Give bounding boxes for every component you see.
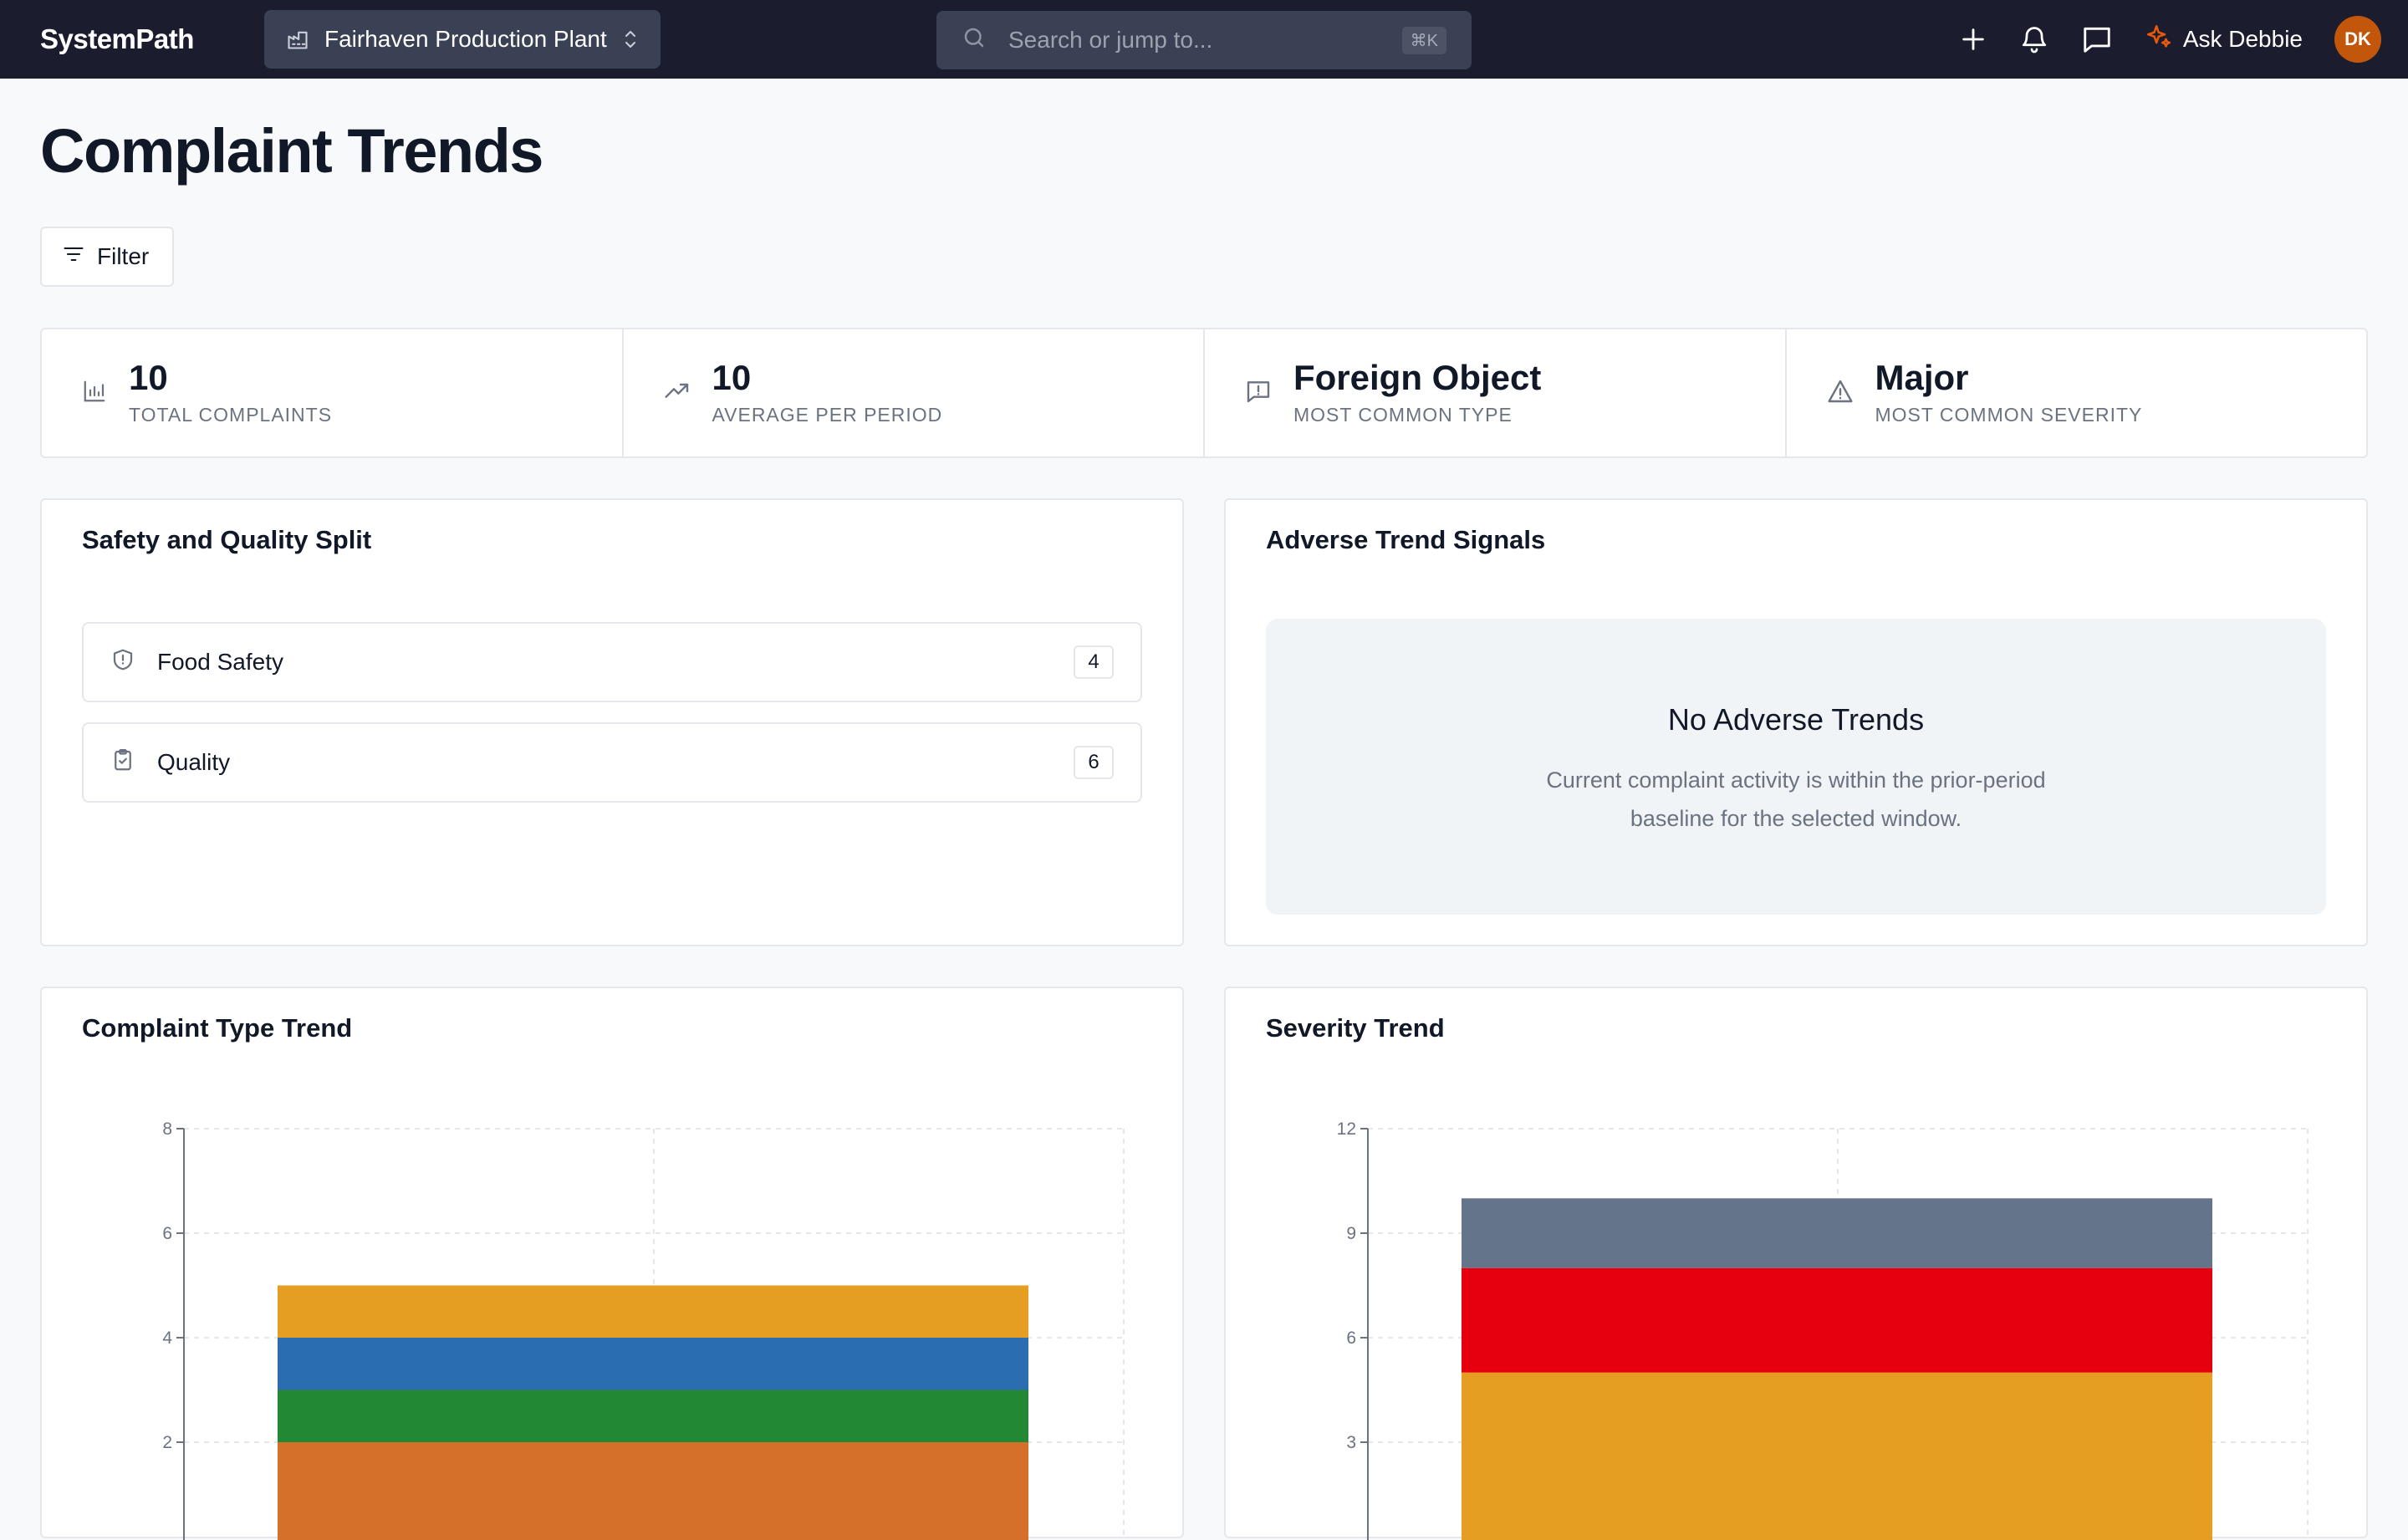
bar-segment[interactable]: [278, 1285, 1028, 1339]
stat-most-common-severity: Major MOST COMMON SEVERITY: [1787, 329, 2367, 456]
stat-label: MOST COMMON TYPE: [1293, 403, 1513, 426]
avatar[interactable]: DK: [2334, 16, 2381, 63]
y-tick-label: 12: [1337, 1119, 1356, 1139]
safety-quality-split-panel: Safety and Quality Split Food Safety 4 Q…: [40, 498, 1184, 946]
shield-alert-icon: [110, 647, 135, 678]
bar-segment[interactable]: [278, 1442, 1028, 1540]
stat-value: Major: [1875, 358, 1969, 398]
summary-stats: 10 TOTAL COMPLAINTS 10 AVERAGE PER PERIO…: [40, 328, 2368, 458]
adverse-trend-signals-panel: Adverse Trend Signals No Adverse Trends …: [1224, 498, 2368, 946]
y-tick-label: 8: [162, 1119, 172, 1139]
y-tick-label: 6: [162, 1224, 172, 1243]
bar-segment[interactable]: [278, 1338, 1028, 1390]
chart-title: Severity Trend: [1266, 1013, 1445, 1043]
y-tick-label: 6: [1346, 1328, 1356, 1348]
site-selector[interactable]: Fairhaven Production Plant: [264, 10, 661, 69]
filter-button-label: Filter: [97, 243, 150, 269]
ask-debbie-button[interactable]: Ask Debbie: [2145, 23, 2303, 57]
plus-icon[interactable]: [1959, 25, 1987, 54]
stat-label: TOTAL COMPLAINTS: [129, 403, 333, 426]
y-tick-label: 3: [1346, 1433, 1356, 1452]
chevron-up-down-icon: [622, 28, 639, 50]
panel-title: Safety and Quality Split: [82, 525, 372, 554]
y-tick-label: 2: [162, 1433, 172, 1452]
page-title: Complaint Trends: [40, 116, 543, 186]
y-tick-label: 4: [162, 1328, 172, 1348]
clipboard-check-icon: [110, 747, 135, 778]
severity-trend-chart: 3 6 9 12: [1337, 1119, 2309, 1540]
factory-icon: [286, 28, 309, 51]
stat-value: Foreign Object: [1293, 358, 1542, 398]
bell-icon[interactable]: [2019, 24, 2049, 54]
search-icon: [962, 25, 987, 56]
complaint-type-trend-chart: 2 4 6 8: [162, 1119, 1125, 1540]
global-search[interactable]: Search or jump to... ⌘K: [936, 11, 1472, 69]
chart-title: Complaint Type Trend: [82, 1013, 353, 1043]
split-item-quality[interactable]: Quality 6: [82, 722, 1142, 803]
bar-segment[interactable]: [1462, 1267, 2212, 1373]
y-tick-label: 9: [1346, 1224, 1356, 1243]
bar-segment[interactable]: [1462, 1372, 2212, 1540]
stat-total-complaints: 10 TOTAL COMPLAINTS: [42, 329, 624, 456]
split-item-food-safety[interactable]: Food Safety 4: [82, 622, 1142, 702]
empty-state-description: Current complaint activity is within the…: [1546, 767, 2046, 831]
ask-debbie-label: Ask Debbie: [2182, 26, 2303, 52]
stat-average-per-period: 10 AVERAGE PER PERIOD: [624, 329, 1205, 456]
panel-title: Adverse Trend Signals: [1266, 525, 1546, 554]
empty-state-title: No Adverse Trends: [1667, 702, 1925, 737]
count-badge: 4: [1074, 645, 1114, 679]
brand-logo[interactable]: SystemPath: [40, 23, 194, 54]
severity-trend-panel: Severity Trend 3 6 9 12: [1224, 987, 2368, 1540]
stat-label: MOST COMMON SEVERITY: [1875, 403, 2143, 426]
stat-value: 10: [129, 358, 168, 398]
complaint-type-trend-panel: Complaint Type Trend 2 4 6 8: [40, 987, 1184, 1540]
count-badge: 6: [1074, 746, 1114, 779]
message-alert-icon: [1245, 378, 1272, 409]
top-navigation-bar: SystemPath Fairhaven Production Plant Se…: [0, 0, 2408, 79]
site-selector-label: Fairhaven Production Plant: [324, 26, 607, 52]
stat-most-common-type: Foreign Object MOST COMMON TYPE: [1205, 329, 1787, 456]
bar-segment[interactable]: [1462, 1198, 2212, 1268]
search-placeholder: Search or jump to...: [1008, 27, 1213, 53]
trending-up-icon: [664, 378, 691, 409]
sparkle-icon: [2145, 23, 2173, 57]
filter-button[interactable]: Filter: [40, 227, 174, 287]
chat-icon[interactable]: [2081, 23, 2113, 55]
split-item-label: Food Safety: [157, 649, 283, 675]
bar-chart-icon: [82, 379, 107, 408]
empty-state: No Adverse Trends Current complaint acti…: [1266, 619, 2326, 915]
split-item-label: Quality: [157, 749, 231, 775]
bar-segment[interactable]: [278, 1390, 1028, 1443]
filter-icon: [62, 242, 85, 272]
stat-value: 10: [712, 358, 752, 398]
stat-label: AVERAGE PER PERIOD: [712, 403, 943, 426]
warning-triangle-icon: [1827, 378, 1854, 409]
search-shortcut-badge: ⌘K: [1401, 26, 1446, 54]
